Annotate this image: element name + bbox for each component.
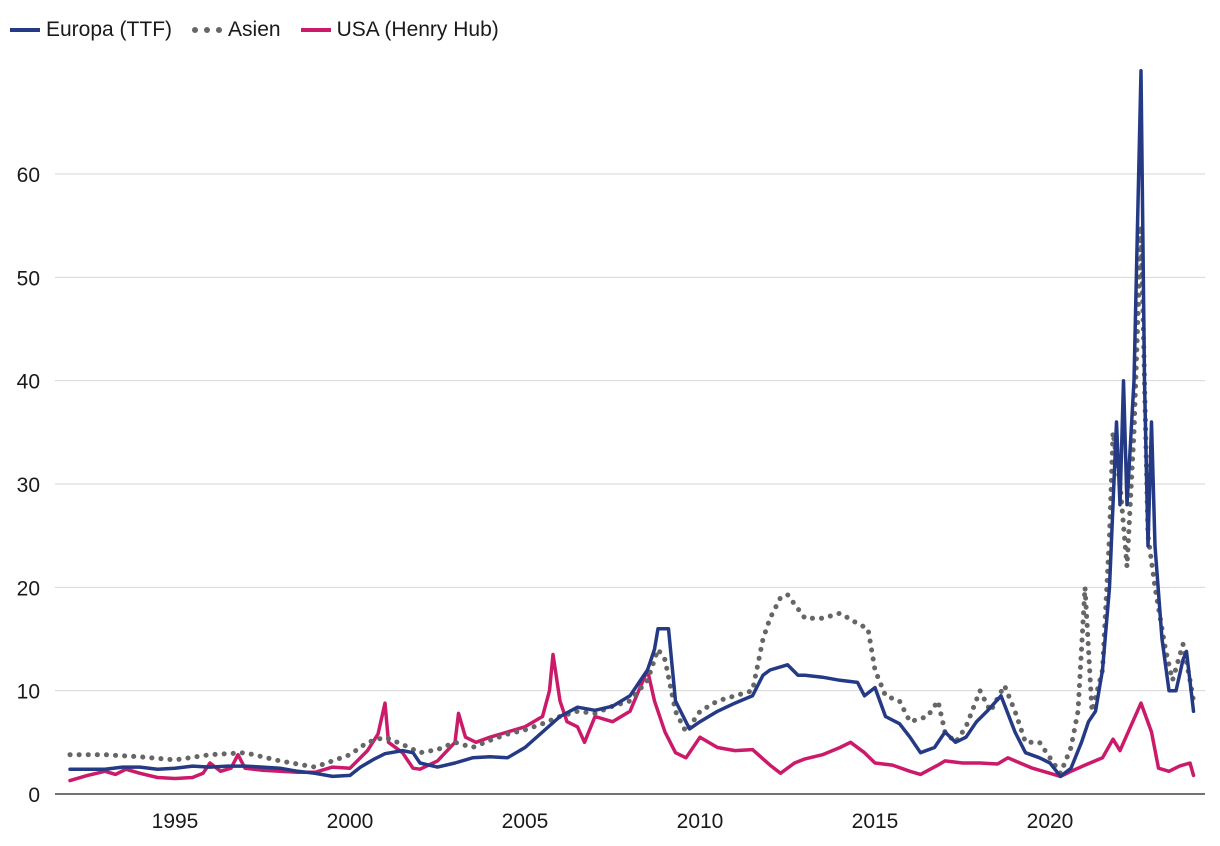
legend-swatch-asien (192, 27, 223, 33)
y-tick-label: 0 (28, 784, 40, 807)
x-axis-labels: 1995 2000 2005 2010 2015 2020 (152, 810, 1074, 833)
legend-item-europa: Europa (TTF) (10, 18, 172, 42)
legend-label-europa: Europa (TTF) (46, 18, 173, 41)
series-line-usa-henry-hub (68, 652, 1196, 783)
x-tick-label: 2015 (852, 810, 899, 833)
grid-lines (55, 173, 1205, 795)
x-tick-label: 1995 (152, 810, 199, 833)
x-tick-label: 2010 (677, 810, 724, 833)
x-tick-label: 2000 (327, 810, 374, 833)
y-tick-label: 40 (17, 371, 40, 394)
y-axis-labels: 0 10 20 30 40 50 60 (17, 164, 40, 807)
legend: Europa (TTF) Asien USA (Henry Hub) (10, 18, 519, 42)
y-tick-label: 30 (17, 474, 40, 497)
legend-item-asien: Asien (192, 18, 281, 42)
series-line-asien (67, 223, 1196, 776)
y-tick-label: 10 (17, 681, 40, 704)
legend-swatch-europa (10, 28, 40, 32)
x-tick-label: 2005 (502, 810, 549, 833)
legend-label-usa: USA (Henry Hub) (336, 18, 499, 41)
legend-label-asien: Asien (228, 18, 281, 41)
legend-swatch-usa (300, 28, 331, 32)
y-tick-label: 50 (17, 267, 40, 290)
legend-item-usa: USA (Henry Hub) (300, 18, 499, 42)
series-line-europa-ttf (68, 68, 1196, 779)
y-tick-label: 60 (17, 164, 40, 187)
y-tick-label: 20 (17, 577, 40, 600)
x-tick-label: 2020 (1027, 810, 1074, 833)
series-lines (67, 68, 1196, 783)
